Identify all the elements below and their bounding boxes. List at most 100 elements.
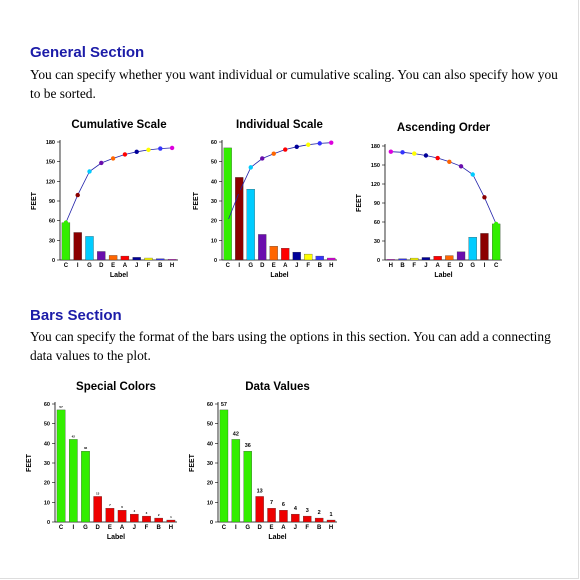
y-tick-label: 50 <box>44 422 50 428</box>
x-tick-label: G <box>245 525 250 531</box>
x-axis-label: Label <box>270 272 288 279</box>
bar <box>93 496 102 523</box>
x-tick-label: F <box>147 263 151 269</box>
bar <box>130 513 139 523</box>
bar <box>291 513 300 523</box>
y-tick-label: 60 <box>207 402 213 408</box>
bar <box>61 222 71 261</box>
x-tick-label: I <box>72 525 74 531</box>
y-tick-label: 90 <box>49 199 55 205</box>
y-tick-label: 0 <box>214 258 217 264</box>
x-tick-label: A <box>435 263 440 269</box>
x-tick-label: C <box>222 525 227 531</box>
line-point <box>146 147 151 153</box>
line-point <box>423 153 429 158</box>
bar <box>108 255 118 261</box>
line-point <box>329 140 334 145</box>
line-point <box>248 165 253 170</box>
y-axis-label: FEET <box>189 453 196 472</box>
bar <box>480 233 489 261</box>
x-axis-label: Label <box>110 272 128 279</box>
line-point <box>87 169 92 174</box>
section-heading: Bars Section <box>30 307 122 324</box>
x-tick-label: A <box>281 525 286 531</box>
bar <box>314 517 324 523</box>
x-tick-label: H <box>329 525 333 531</box>
y-tick-label: 60 <box>49 219 55 225</box>
line-point <box>283 147 288 152</box>
x-tick-label: G <box>248 263 253 269</box>
y-tick-label: 10 <box>44 500 50 506</box>
chart-title: Ascending Order <box>397 122 491 134</box>
x-tick-label: D <box>99 263 104 269</box>
y-tick-label: 60 <box>44 402 50 408</box>
y-tick-label: 40 <box>207 441 213 447</box>
data-label: 7 <box>270 500 273 506</box>
x-tick-label: B <box>318 263 323 269</box>
bar <box>292 251 301 261</box>
bar <box>398 258 407 261</box>
data-label: 3 <box>146 511 148 515</box>
bar <box>267 508 276 523</box>
bar <box>269 246 278 261</box>
x-tick-label: H <box>389 263 393 269</box>
y-axis-label: FEET <box>356 193 363 212</box>
x-tick-label: C <box>64 263 69 269</box>
y-tick-label: 20 <box>211 219 217 225</box>
data-label: 2 <box>158 513 160 517</box>
data-label: 42 <box>72 434 76 438</box>
data-label: 6 <box>121 505 123 509</box>
x-axis-label: Label <box>434 272 452 279</box>
x-tick-label: H <box>329 263 333 269</box>
y-tick-label: 0 <box>47 520 50 526</box>
bar <box>219 409 229 523</box>
line-point <box>435 155 440 161</box>
x-tick-label: D <box>96 525 101 531</box>
x-axis-label: Label <box>107 534 125 541</box>
line-point <box>75 192 80 198</box>
y-tick-label: 150 <box>371 163 380 169</box>
bar <box>223 147 232 261</box>
x-tick-label: F <box>145 525 149 531</box>
line <box>227 142 332 222</box>
x-axis-label: Label <box>268 534 286 541</box>
bar <box>142 515 151 523</box>
x-tick-label: E <box>111 263 115 269</box>
x-tick-label: D <box>257 525 262 531</box>
line-point <box>447 159 452 165</box>
bar <box>231 439 241 523</box>
bar <box>56 409 66 523</box>
bar <box>492 223 501 261</box>
y-tick-label: 60 <box>211 140 217 146</box>
y-tick-label: 60 <box>374 220 380 226</box>
x-tick-label: C <box>59 525 64 531</box>
line-point <box>237 189 242 195</box>
data-label: 42 <box>233 431 239 437</box>
data-label: 36 <box>84 446 88 450</box>
bar <box>315 255 324 261</box>
data-label: 1 <box>170 515 172 519</box>
chart-title: Data Values <box>245 381 310 393</box>
y-axis-label: FEET <box>193 191 200 210</box>
data-label: 2 <box>318 510 321 516</box>
line-point <box>271 151 276 156</box>
bar <box>279 510 288 523</box>
section-heading: General Section <box>30 44 145 61</box>
bar <box>105 508 115 523</box>
x-tick-label: C <box>494 263 499 269</box>
y-tick-label: 50 <box>211 160 217 166</box>
x-tick-label: B <box>157 525 162 531</box>
x-tick-label: F <box>305 525 309 531</box>
data-label: 4 <box>294 506 298 512</box>
bar <box>117 510 127 523</box>
x-tick-label: F <box>306 263 310 269</box>
y-tick-label: 120 <box>371 182 380 188</box>
x-tick-label: G <box>83 525 88 531</box>
x-tick-label: I <box>235 525 237 531</box>
x-tick-label: D <box>459 263 464 269</box>
x-tick-label: A <box>123 263 128 269</box>
bar <box>69 439 78 523</box>
data-label: 13 <box>96 491 100 495</box>
y-tick-label: 20 <box>207 481 213 487</box>
y-tick-label: 180 <box>46 140 55 146</box>
